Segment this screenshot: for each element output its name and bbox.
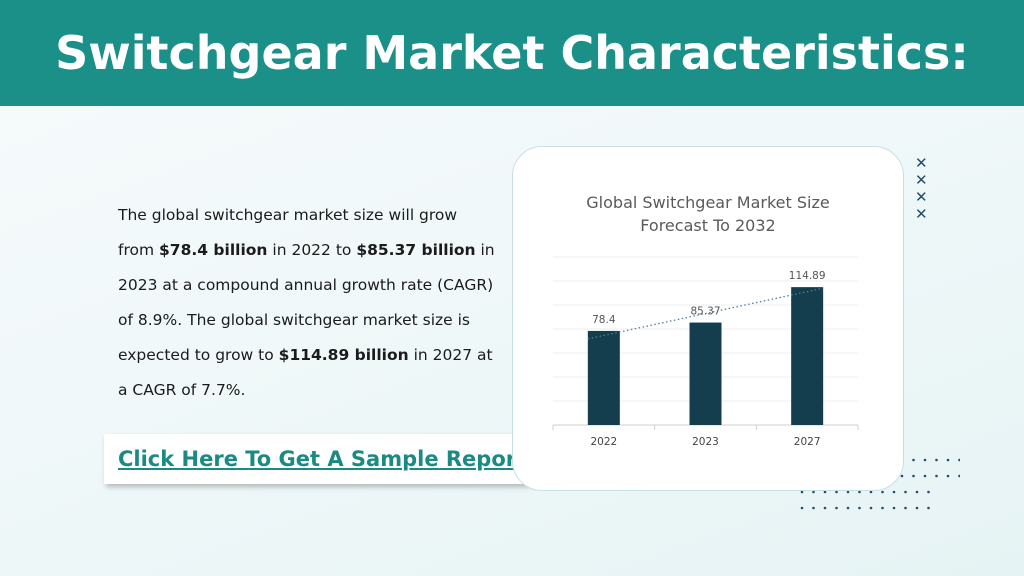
- chart-title-text: Global Switchgear Market Size Forecast T…: [586, 193, 830, 235]
- cross-icon: ✕: [915, 154, 928, 172]
- decor-dot: [904, 506, 907, 510]
- decor-dot: [900, 474, 904, 478]
- header-bar: Switchgear Market Characteristics:: [0, 0, 1024, 106]
- decor-dot: [812, 506, 815, 510]
- bar-chart: 78.4 2022 85.37 2023 114.89 2027: [552, 256, 859, 448]
- bar-2027: [791, 287, 824, 425]
- decor-dot: [927, 506, 930, 510]
- cross-icon: ✕: [915, 205, 928, 223]
- decor-dot: [935, 474, 938, 478]
- decor-dot: [800, 506, 804, 510]
- bar-2022: [587, 330, 620, 425]
- paragraph-text: in 2027 at a CAGR of 7.7%.: [118, 346, 493, 399]
- decor-dot: [835, 490, 838, 494]
- decor-dot: [812, 490, 815, 494]
- decor-dot: [835, 506, 838, 510]
- decor-dot: [846, 506, 850, 510]
- trendline: [587, 287, 824, 340]
- sample-report-link[interactable]: Click Here To Get A Sample Report: [118, 447, 527, 471]
- decor-dot: [846, 490, 850, 494]
- decor-dot: [800, 490, 804, 494]
- decor-dot: [915, 490, 919, 494]
- decor-dot: [958, 474, 960, 478]
- decor-dot: [869, 506, 873, 510]
- decor-dot: [881, 490, 884, 494]
- highlight-value: $114.89 billion: [278, 346, 409, 364]
- decor-dot: [923, 474, 927, 478]
- decor-dot: [935, 458, 938, 462]
- decor-dot: [927, 490, 930, 494]
- decor-dot: [923, 458, 927, 462]
- decor-dot: [858, 506, 861, 510]
- chart-card: Global Switchgear Market Size Forecast T…: [512, 146, 904, 491]
- decor-dot: [912, 458, 915, 462]
- data-label: 85.37: [690, 306, 720, 318]
- bar-2023: [689, 322, 722, 425]
- decor-dot: [904, 490, 907, 494]
- page-title: Switchgear Market Characteristics:: [55, 26, 969, 80]
- decor-dot: [892, 490, 896, 494]
- decorative-crosses: ✕ ✕ ✕ ✕: [915, 155, 928, 223]
- decor-dot: [869, 490, 873, 494]
- decor-dot: [823, 506, 827, 510]
- paragraph-text: The global switchgear market size will g…: [118, 206, 458, 259]
- decor-dot: [958, 458, 960, 462]
- cross-icon: ✕: [915, 171, 928, 189]
- decor-dot: [823, 490, 827, 494]
- paragraph-text: in 2022 to: [267, 241, 357, 259]
- cross-icon: ✕: [915, 188, 928, 206]
- decor-dot: [912, 474, 915, 478]
- decorative-dots: [800, 458, 960, 510]
- tick-label: 2023: [692, 436, 719, 448]
- decor-dot: [946, 458, 950, 462]
- paragraph-text: in 2023 at a compound annual growth rate…: [118, 241, 495, 364]
- tick-label: 2027: [794, 436, 821, 448]
- sample-report-box: Click Here To Get A Sample Report: [104, 434, 528, 484]
- data-label: 78.4: [592, 314, 616, 326]
- tick-label: 2022: [590, 436, 617, 448]
- chart-title: Global Switchgear Market Size Forecast T…: [513, 191, 903, 237]
- decor-dot: [881, 506, 884, 510]
- highlight-value: $78.4 billion: [159, 241, 268, 259]
- decor-dot: [892, 506, 896, 510]
- decor-dot: [915, 506, 919, 510]
- decor-dot: [946, 474, 950, 478]
- highlight-value: $85.37 billion: [356, 241, 476, 259]
- data-label: 114.89: [789, 270, 826, 282]
- decor-dot: [858, 490, 861, 494]
- description-paragraph: The global switchgear market size will g…: [118, 198, 498, 408]
